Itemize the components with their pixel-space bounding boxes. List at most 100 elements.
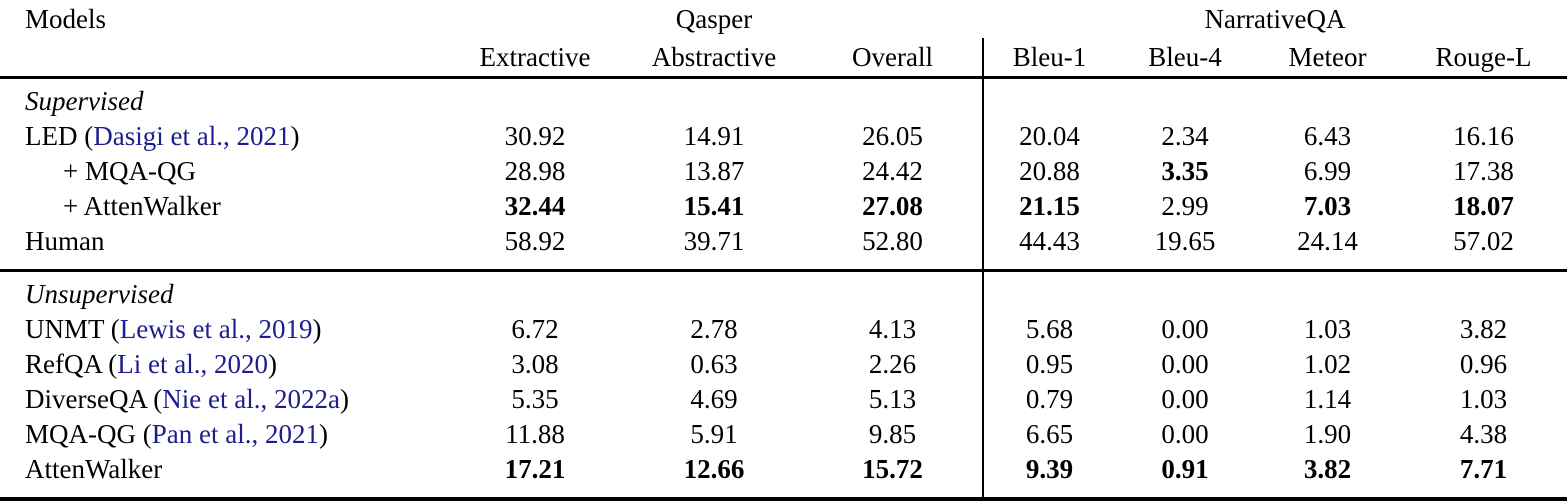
metric-value: 32.44 xyxy=(504,191,566,221)
metric-value: 15.41 xyxy=(683,191,745,221)
citation-link[interactable]: Lewis et al., 2019 xyxy=(119,314,313,344)
table-row: DiverseQA (Nie et al., 2022a) 5.35 4.69 5.1… xyxy=(0,382,1567,417)
metric-value: 19.65 xyxy=(1154,226,1216,256)
open-paren: ( xyxy=(146,384,163,414)
metric-value: 5.68 xyxy=(1025,314,1074,344)
section-supervised: Supervised LED (Dasigi et al., 2021) 30.92… xyxy=(0,77,1567,271)
metric-value: 7.71 xyxy=(1459,454,1508,484)
metric-value: 44.43 xyxy=(1019,226,1080,256)
metric-value: 0.96 xyxy=(1459,349,1508,379)
metric-value: 14.91 xyxy=(683,121,745,151)
metric-value: 0.79 xyxy=(1025,384,1074,414)
metric-value: 12.66 xyxy=(683,454,745,484)
metric-value: 6.43 xyxy=(1303,121,1352,151)
citation-link[interactable]: Dasigi et al., 2021 xyxy=(93,121,291,151)
model-cell: + AttenWalker xyxy=(0,189,445,224)
metric-value: 52.80 xyxy=(803,224,985,271)
table-row: RefQA (Li et al., 2020) 3.08 0.63 2.26 0.95 0… xyxy=(0,347,1567,382)
model-name: AttenWalker xyxy=(25,454,163,484)
metric-value: 58.92 xyxy=(504,226,566,256)
close-paren: ) xyxy=(312,314,322,344)
section-label: Supervised xyxy=(0,77,985,119)
metric-value: 11.88 xyxy=(505,419,565,449)
metric-value: 1.03 xyxy=(1303,314,1352,344)
metric-value: 24.14 xyxy=(1297,226,1358,256)
metric-value: 20.88 xyxy=(1019,156,1080,186)
metric-value: 0.95 xyxy=(1025,349,1074,379)
table-row: + MQA-QG 28.98 13.87 24.42 20.88 3.35 6.99 17.3… xyxy=(0,154,1567,189)
open-paren: ( xyxy=(101,349,118,379)
model-cell: LED (Dasigi et al., 2021) xyxy=(0,119,445,154)
metric-value: 17.21 xyxy=(504,454,566,484)
close-paren: ) xyxy=(267,349,277,379)
metric-value: 2.78 xyxy=(690,314,738,344)
table-header: Models Qasper NarrativeQA Extractive Abs… xyxy=(0,0,1567,78)
metric-value: 6.65 xyxy=(1025,419,1074,449)
section-label-filler xyxy=(983,78,1567,120)
model-cell: DiverseQA (Nie et al., 2022a) xyxy=(0,382,445,417)
model-name: UNMT xyxy=(25,314,105,344)
close-paren: ) xyxy=(339,384,349,414)
metric-value: 27.08 xyxy=(803,189,985,224)
models-column-header: Models xyxy=(25,4,106,34)
metric-value: 0.63 xyxy=(690,349,738,379)
close-paren: ) xyxy=(290,121,300,151)
table-row: MQA-QG (Pan et al., 2021) 11.88 5.91 9.85 6.… xyxy=(0,417,1567,452)
metric-value: 0.00 xyxy=(1161,384,1209,414)
metric-header-row: Extractive Abstractive Overall Bleu-1 Bl… xyxy=(0,38,1567,78)
section-unsupervised: Unsupervised UNMT (Lewis et al., 2019) 6.7… xyxy=(0,270,1567,499)
column-header-extractive: Extractive xyxy=(479,42,591,72)
metric-value: 39.71 xyxy=(683,226,745,256)
metric-value: 0.00 xyxy=(1161,314,1209,344)
column-header-meteor: Meteor xyxy=(1288,42,1367,72)
open-paren: ( xyxy=(104,314,120,344)
metric-value: 28.98 xyxy=(504,156,566,186)
metric-value: 3.35 xyxy=(1161,156,1209,186)
model-cell: AttenWalker xyxy=(0,452,445,499)
section-label: Unsupervised xyxy=(0,270,985,312)
metric-value: 3.82 xyxy=(1459,314,1508,344)
metric-value: 2.99 xyxy=(1161,191,1209,221)
citation-link[interactable]: Nie et al., 2022a xyxy=(162,384,340,414)
model-name: RefQA xyxy=(25,349,102,379)
metric-value: 3.08 xyxy=(511,349,559,379)
metric-value: 5.13 xyxy=(803,382,985,417)
table-row: AttenWalker 17.21 12.66 15.72 9.39 0.91 3.82 7.… xyxy=(0,452,1567,499)
metric-value: 21.15 xyxy=(1019,191,1080,221)
metric-value: 30.92 xyxy=(504,121,566,151)
column-header-bleu-1: Bleu-1 xyxy=(1012,42,1087,72)
metric-value: 1.03 xyxy=(1459,384,1508,414)
model-name: LED xyxy=(25,121,78,151)
metric-value: 3.82 xyxy=(1303,454,1352,484)
model-cell: UNMT (Lewis et al., 2019) xyxy=(0,312,445,347)
metric-value: 4.69 xyxy=(690,384,738,414)
table-row: UNMT (Lewis et al., 2019) 6.72 2.78 4.13 5.6… xyxy=(0,312,1567,347)
model-cell: + MQA-QG xyxy=(0,154,445,189)
model-name: DiverseQA xyxy=(25,384,147,414)
column-header-abstractive: Abstractive xyxy=(651,42,777,72)
model-name: Human xyxy=(25,226,105,256)
group-header-row: Models Qasper NarrativeQA xyxy=(0,0,1567,38)
citation-link[interactable]: Pan et al., 2021 xyxy=(151,419,319,449)
model-name: MQA-QG xyxy=(25,419,136,449)
model-name: + AttenWalker xyxy=(63,191,221,221)
close-paren: ) xyxy=(318,419,328,449)
metric-value: 26.05 xyxy=(803,119,985,154)
metric-value: 2.34 xyxy=(1161,121,1209,151)
metric-value: 6.99 xyxy=(1303,156,1352,186)
citation-link[interactable]: Li et al., 2020 xyxy=(117,349,268,379)
table-row: Human 58.92 39.71 52.80 44.43 19.65 24.14 57.02 xyxy=(0,224,1567,271)
model-name: + MQA-QG xyxy=(63,156,196,186)
metric-value: 4.13 xyxy=(803,312,985,347)
section-label-row: Unsupervised xyxy=(0,270,1567,312)
group-header-narrativeqa: NarrativeQA xyxy=(1204,4,1346,34)
column-header-rouge-l: Rouge-L xyxy=(1435,42,1532,72)
metric-value: 17.38 xyxy=(1453,156,1514,186)
metric-value: 20.04 xyxy=(1019,121,1080,151)
model-cell: RefQA (Li et al., 2020) xyxy=(0,347,445,382)
metric-value: 2.26 xyxy=(803,347,985,382)
group-header-qasper: Qasper xyxy=(675,4,753,34)
table-row: + AttenWalker 32.44 15.41 27.08 21.15 2.99 7.0… xyxy=(0,189,1567,224)
column-header-overall: Overall xyxy=(803,38,985,78)
